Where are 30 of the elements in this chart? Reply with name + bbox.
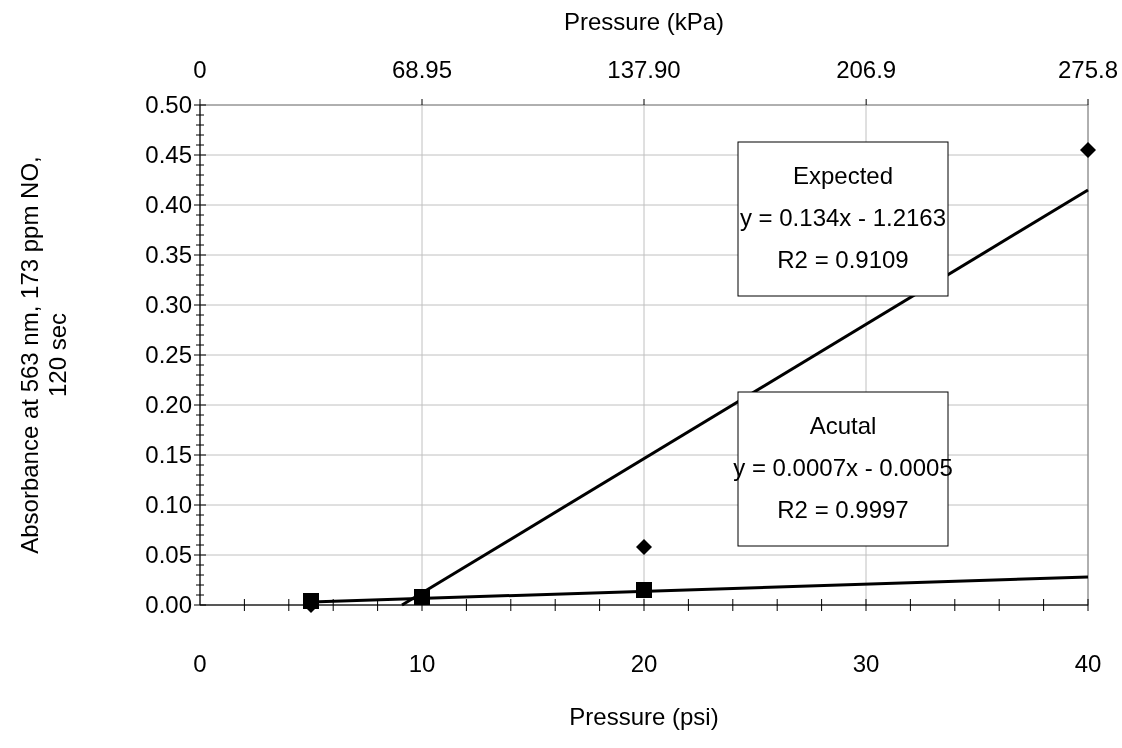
y-tick-label: 0.50 xyxy=(145,91,192,118)
y-tick-label: 0.30 xyxy=(145,291,192,318)
y-tick-label: 0.10 xyxy=(145,491,192,518)
x-axis-title: Pressure (psi) xyxy=(569,703,719,730)
x2-tick-label: 137.90 xyxy=(607,56,681,83)
y-tick-label: 0.45 xyxy=(145,141,192,168)
x2-tick-label: 68.95 xyxy=(391,56,453,83)
annotation: Expected y = 0.134x - 1.2163 R2 = 0.9109 xyxy=(739,162,947,273)
point xyxy=(636,539,652,555)
y-tick-label: 0.20 xyxy=(145,391,192,418)
y-tick-label: 0.25 xyxy=(145,341,192,368)
y-tick-label: 0.05 xyxy=(145,541,192,568)
x2-axis-title: Pressure (kPa) xyxy=(563,8,725,35)
x-tick-label: 30 xyxy=(852,650,880,677)
point xyxy=(414,589,430,605)
annotation: Acutal y = 0.0007x - 0.0005 R2 = 0.9997 xyxy=(733,412,953,523)
x-tick-label: 40 xyxy=(1074,650,1102,677)
x2-tick-label: 0 xyxy=(193,56,207,83)
y-tick-label: 0.15 xyxy=(145,441,192,468)
x-tick-label: 0 xyxy=(193,650,207,677)
x2-tick-label: 206.9 xyxy=(836,56,897,83)
y-tick-label: 0.40 xyxy=(145,191,192,218)
x2-tick-label: 275.8 xyxy=(1057,56,1119,83)
point xyxy=(1080,142,1096,158)
y-tick-label: 0.35 xyxy=(145,241,192,268)
y-axis-title: Absorbance at 563 nm, 173 ppm NO, 120 sec xyxy=(16,156,71,554)
point xyxy=(636,582,652,598)
x-tick-label: 10 xyxy=(408,650,436,677)
y-tick-label: 0.00 xyxy=(145,591,192,618)
x-tick-label: 20 xyxy=(630,650,658,677)
